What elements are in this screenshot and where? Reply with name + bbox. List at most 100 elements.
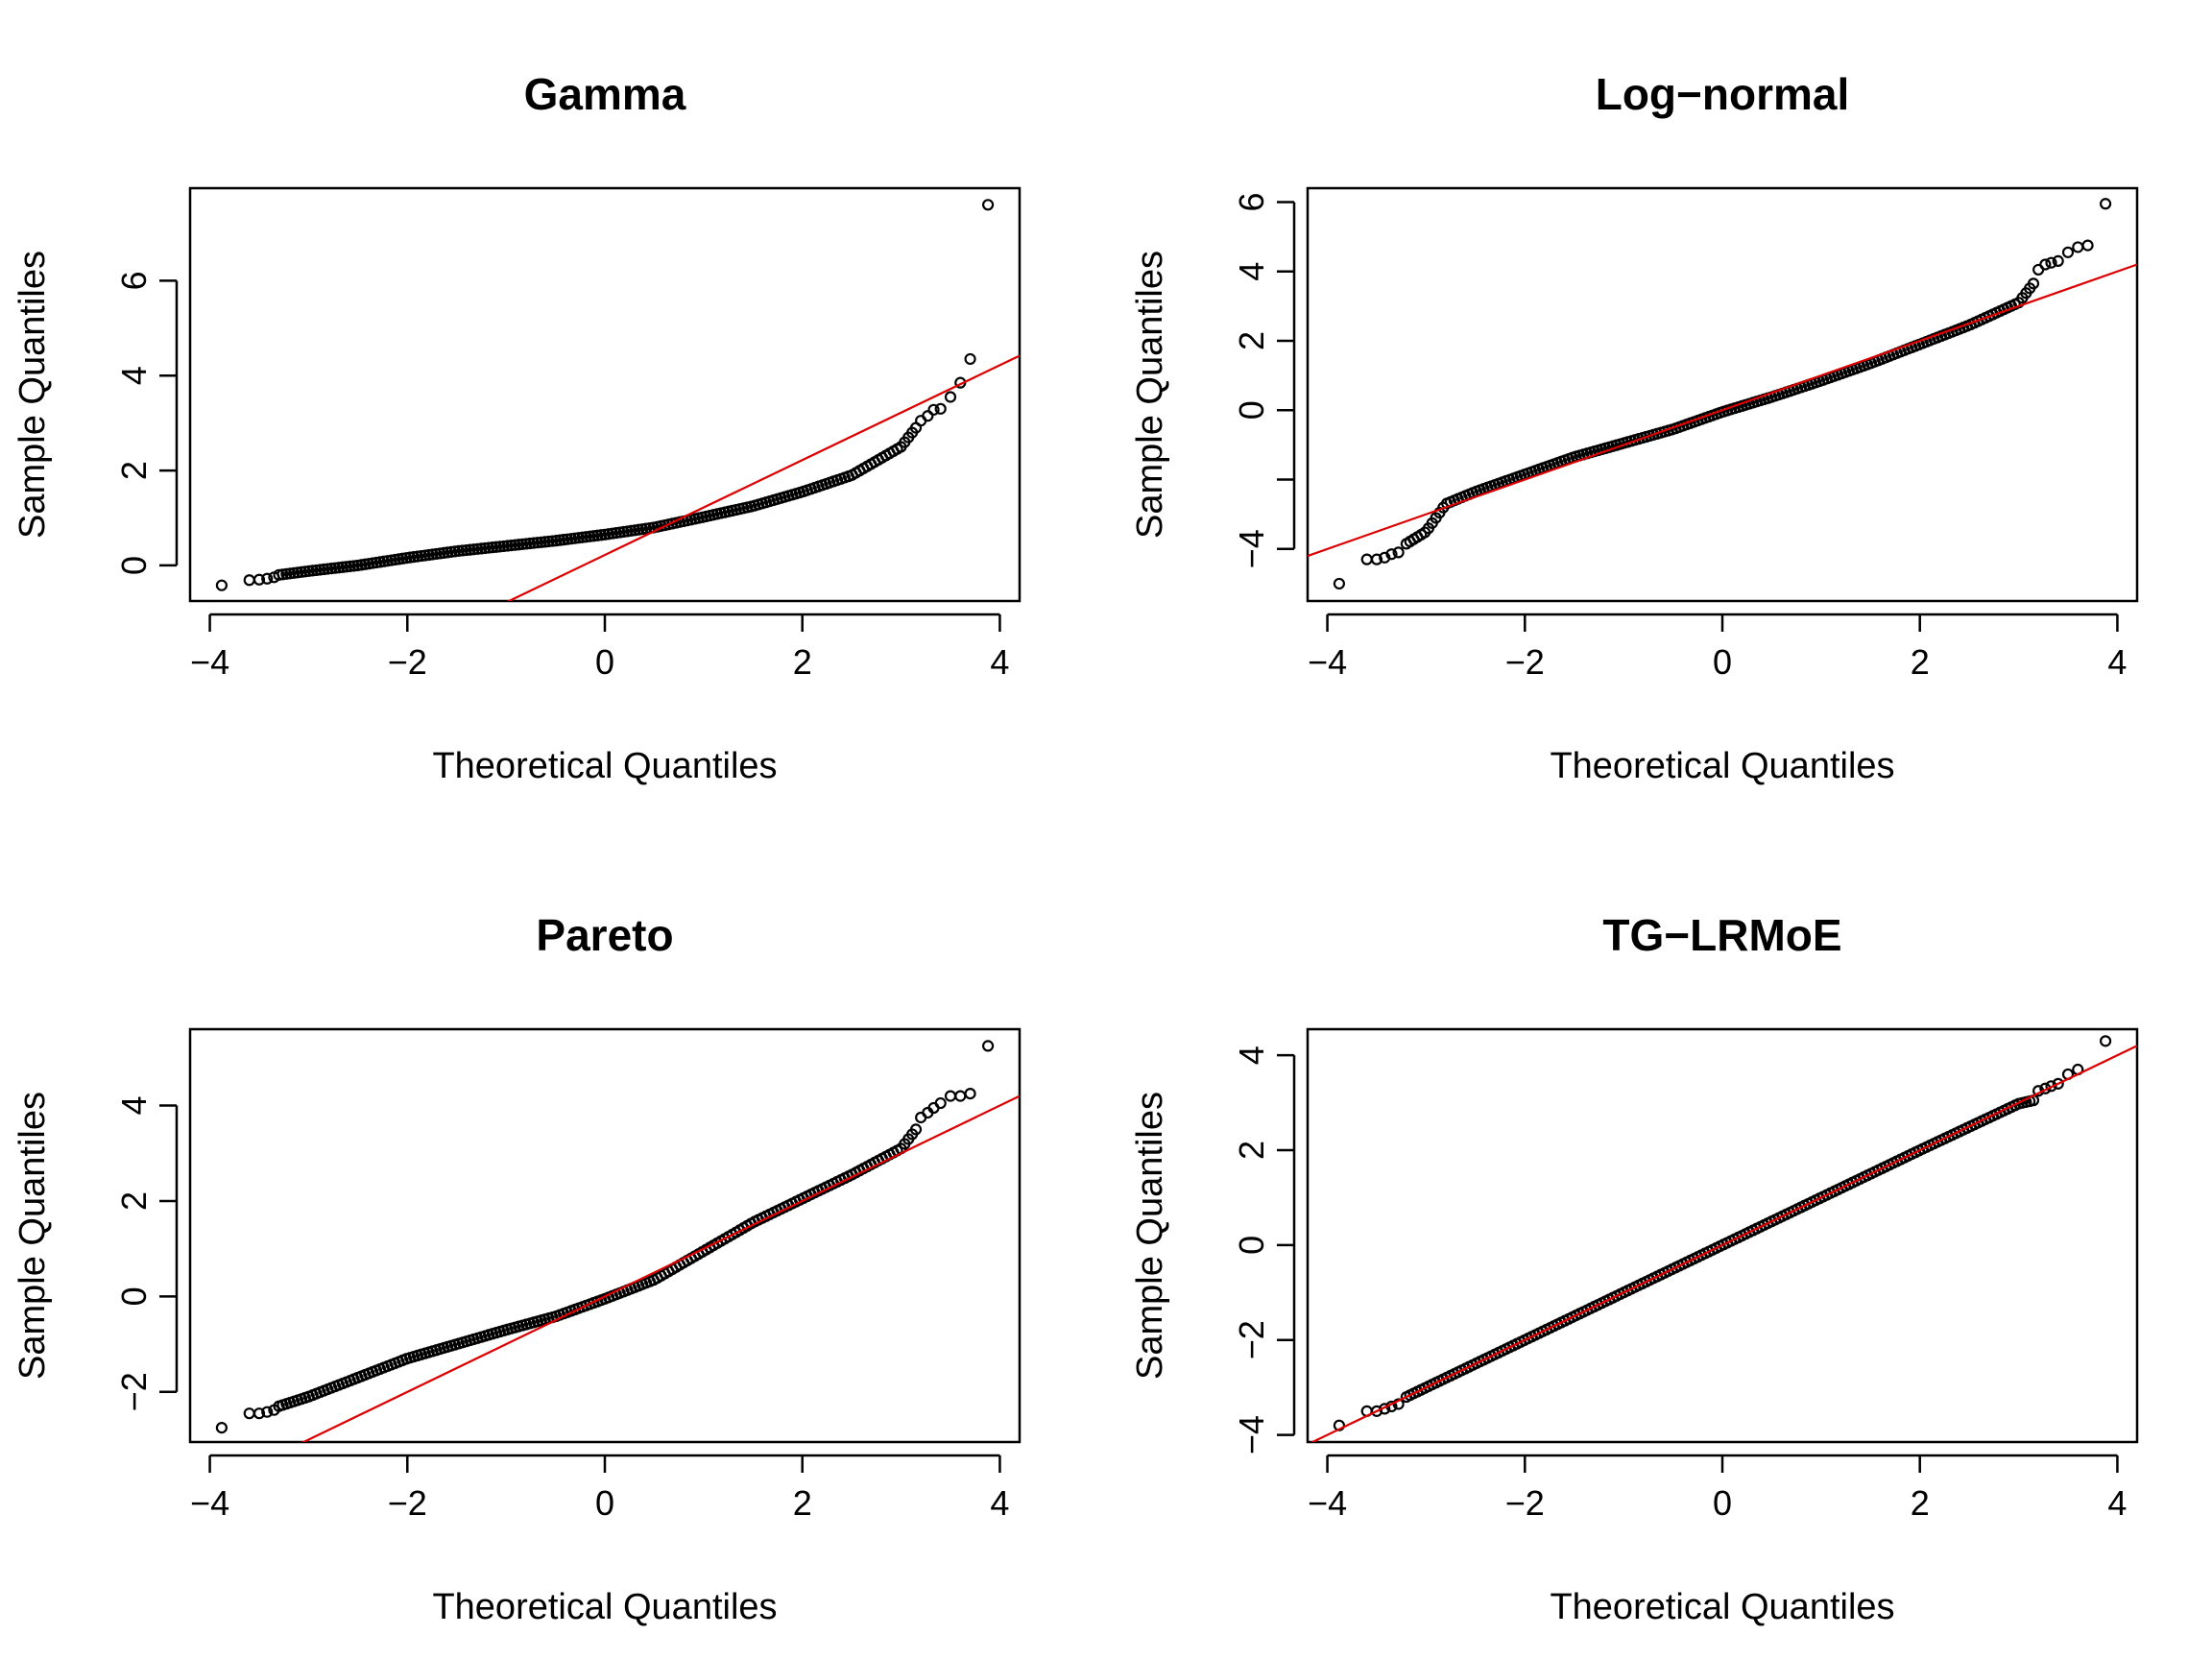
x-tick-label: −4 bbox=[1308, 1483, 1347, 1523]
x-tick-label: 0 bbox=[1713, 642, 1732, 682]
y-axis: −4 −2 0 2 4 bbox=[1232, 1046, 1296, 1455]
data-point bbox=[944, 1090, 957, 1102]
y-tick-label: −2 bbox=[114, 1372, 154, 1411]
x-tick-label: 4 bbox=[990, 642, 1009, 682]
data-point bbox=[2039, 258, 2052, 271]
x-tick-label: 0 bbox=[1713, 1483, 1732, 1523]
data-point bbox=[1385, 548, 1398, 561]
x-tick-label: 2 bbox=[793, 642, 812, 682]
x-tick-label: −2 bbox=[388, 642, 427, 682]
plot-frame bbox=[188, 186, 1022, 603]
y-axis: 0 2 4 6 bbox=[114, 271, 179, 575]
x-tick-label: 4 bbox=[990, 1483, 1009, 1523]
y-axis-label: Sample Quantiles bbox=[1130, 251, 1170, 539]
data-point bbox=[2045, 256, 2057, 269]
data-point bbox=[934, 1096, 947, 1110]
y-axis-label: Sample Quantiles bbox=[12, 1092, 53, 1380]
y-tick-label: 6 bbox=[1232, 192, 1271, 211]
y-tick-label: 2 bbox=[114, 1191, 154, 1211]
reference-line bbox=[506, 354, 1020, 601]
x-tick-label: 2 bbox=[1911, 1483, 1930, 1523]
panel-title: Gamma bbox=[524, 69, 686, 119]
plot-area bbox=[215, 1040, 1020, 1442]
data-point bbox=[954, 1090, 967, 1102]
x-tick-label: −2 bbox=[388, 1483, 427, 1523]
data-point bbox=[2061, 246, 2075, 258]
data-point bbox=[927, 403, 940, 416]
y-tick-label: 2 bbox=[1232, 331, 1271, 350]
x-tick-label: −2 bbox=[1505, 1483, 1545, 1523]
y-tick-label: 0 bbox=[1232, 1236, 1271, 1255]
data-point bbox=[2052, 1077, 2064, 1090]
panel-title: Log−normal bbox=[1596, 69, 1850, 119]
plot-area bbox=[1310, 1035, 2137, 1442]
y-tick-label: 2 bbox=[114, 461, 154, 480]
x-axis-label: Theoretical Quantiles bbox=[432, 1587, 777, 1627]
y-tick-label: −4 bbox=[1232, 529, 1271, 568]
data-point bbox=[1392, 546, 1405, 559]
data-point bbox=[2099, 1035, 2112, 1047]
data-point bbox=[2072, 241, 2084, 253]
data-point bbox=[1333, 577, 1346, 590]
data-point bbox=[2052, 254, 2064, 267]
data-point bbox=[964, 352, 976, 366]
x-tick-label: 0 bbox=[595, 1483, 614, 1523]
y-tick-label: 0 bbox=[114, 556, 154, 575]
data-point bbox=[944, 391, 957, 403]
y-tick-label: −4 bbox=[1232, 1415, 1271, 1455]
x-axis: −4 −2 0 2 4 bbox=[190, 1454, 1009, 1523]
data-point bbox=[922, 410, 934, 422]
plot-frame bbox=[188, 1027, 1022, 1444]
x-axis-label: Theoretical Quantiles bbox=[1550, 746, 1894, 786]
x-axis-label: Theoretical Quantiles bbox=[432, 746, 777, 786]
y-tick-label: 0 bbox=[1232, 400, 1271, 420]
y-tick-label: −2 bbox=[1232, 1320, 1271, 1359]
reference-line bbox=[1310, 1045, 2137, 1442]
data-points bbox=[1333, 198, 2112, 590]
data-point bbox=[268, 571, 280, 584]
reference-line bbox=[1308, 263, 2137, 558]
x-axis: −4 −2 0 2 4 bbox=[190, 613, 1009, 682]
panel-title: Pareto bbox=[536, 910, 673, 960]
y-axis-label: Sample Quantiles bbox=[1130, 1092, 1170, 1380]
y-axis-label: Sample Quantiles bbox=[12, 251, 53, 539]
plot-frame bbox=[1306, 186, 2139, 603]
data-point bbox=[909, 1123, 923, 1136]
x-tick-label: 4 bbox=[2107, 1483, 2127, 1523]
data-points bbox=[215, 1040, 995, 1434]
data-point bbox=[261, 572, 274, 585]
y-tick-label: 4 bbox=[114, 366, 154, 385]
data-point bbox=[215, 1421, 228, 1434]
x-axis: −4 −2 0 2 4 bbox=[1308, 1454, 2127, 1523]
data-point bbox=[2027, 277, 2040, 290]
x-tick-label: −2 bbox=[1505, 642, 1545, 682]
data-point bbox=[252, 1407, 266, 1420]
x-axis-label: Theoretical Quantiles bbox=[1550, 1587, 1894, 1627]
y-tick-label: 2 bbox=[1232, 1141, 1271, 1160]
data-point bbox=[2045, 1080, 2057, 1093]
y-tick-label: 4 bbox=[114, 1096, 154, 1116]
x-tick-label: 2 bbox=[793, 1483, 812, 1523]
plot-frame bbox=[1306, 1027, 2139, 1444]
data-point bbox=[1370, 553, 1383, 565]
data-point bbox=[934, 402, 947, 415]
data-point bbox=[1370, 1405, 1383, 1417]
panel-log-normal: Log−normal −4 −2 0 2 4 −4 0 2 4 6 Theoretical Qu… bbox=[1130, 69, 2139, 786]
data-point bbox=[268, 1404, 280, 1416]
y-tick-label: 6 bbox=[114, 271, 154, 290]
panel-gamma: Gamma −4 −2 0 2 4 0 2 4 6 Theoretical Quantiles… bbox=[12, 69, 1022, 786]
panel-tg-lrmoe: TG−LRMoE −4 −2 0 2 4 −4 −2 0 2 4 Theoretical Qua… bbox=[1130, 910, 2139, 1627]
data-point bbox=[261, 1406, 274, 1418]
y-axis: −2 0 2 4 bbox=[114, 1096, 179, 1411]
data-point bbox=[1360, 553, 1373, 565]
data-point bbox=[252, 573, 266, 586]
y-tick-label: 0 bbox=[114, 1286, 154, 1306]
plot-area bbox=[1308, 198, 2137, 590]
data-point bbox=[2099, 198, 2112, 210]
x-tick-label: −4 bbox=[190, 1483, 229, 1523]
x-axis: −4 −2 0 2 4 bbox=[1308, 613, 2127, 682]
y-axis: −4 0 2 4 6 bbox=[1232, 192, 1296, 568]
x-tick-label: 0 bbox=[595, 642, 614, 682]
panel-title: TG−LRMoE bbox=[1602, 910, 1841, 960]
